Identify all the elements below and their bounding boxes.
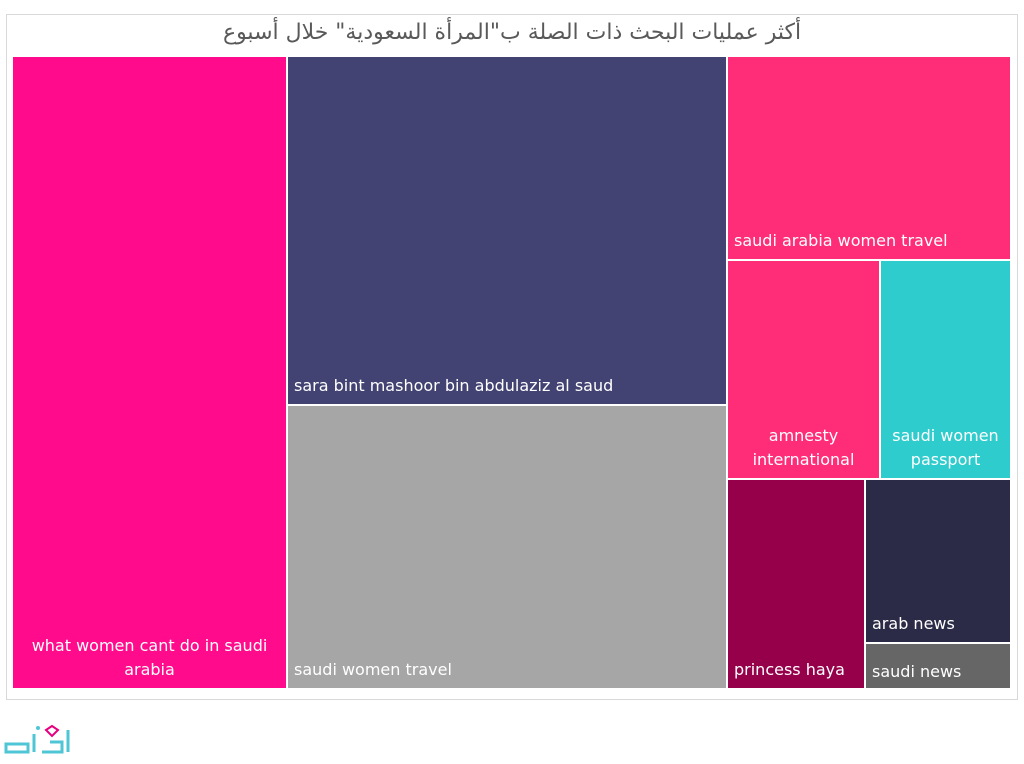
treemap-tile-saudi-arabia-women-travel: saudi arabia women travel — [728, 57, 1012, 261]
treemap-tile-label: saudi arabia women travel — [734, 231, 948, 250]
treemap-tile-saudi-women-passport: saudi women passport — [881, 261, 1012, 480]
treemap-tile-amnesty-international: amnesty international — [728, 261, 881, 480]
treemap-tile-what-women-cant-do-in-saudi-arabia: what women cant do in saudi arabia — [13, 57, 288, 690]
treemap-tile-saudi-women-travel: saudi women travel — [288, 406, 728, 690]
treemap-tile-sara-bint-mashoor-bin-abdulaziz-al-saud: sara bint mashoor bin abdulaziz al saud — [288, 57, 728, 406]
chart-title: أكثر عمليات البحث ذات الصلة ب"المرأة الس… — [222, 20, 802, 45]
treemap-tile-label: saudi women passport — [892, 426, 999, 469]
ab3ad-logo — [4, 724, 70, 754]
treemap-tile-arab-news: arab news — [866, 480, 1012, 644]
treemap-tile-label: what women cant do in saudi arabia — [31, 636, 268, 679]
treemap-tile-label: sara bint mashoor bin abdulaziz al saud — [294, 376, 614, 395]
treemap-tile-saudi-news: saudi news — [866, 644, 1012, 690]
treemap-plot: what women cant do in saudi arabia sara b… — [13, 57, 1012, 690]
treemap-tile-label: princess haya — [734, 660, 845, 679]
treemap-tile-princess-haya: princess haya — [728, 480, 866, 690]
treemap-tile-label: saudi news — [872, 662, 962, 681]
treemap-tile-label: amnesty international — [752, 426, 855, 469]
treemap-tile-label: saudi women travel — [294, 660, 452, 679]
treemap-tile-label: arab news — [872, 614, 955, 633]
